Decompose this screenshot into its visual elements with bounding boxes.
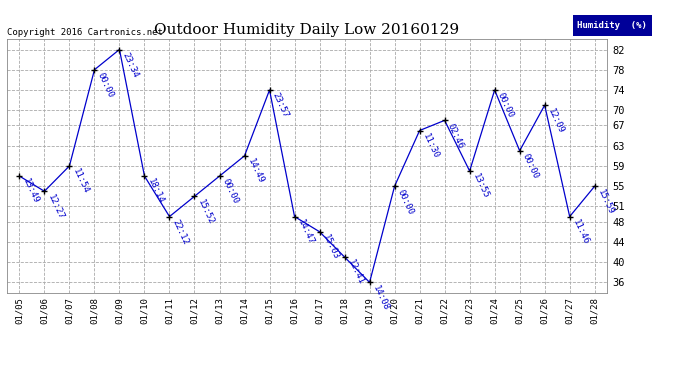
Text: 23:57: 23:57 (271, 92, 290, 120)
Text: 11:30: 11:30 (421, 132, 440, 160)
Text: 15:52: 15:52 (196, 198, 215, 226)
Title: Outdoor Humidity Daily Low 20160129: Outdoor Humidity Daily Low 20160129 (155, 23, 460, 37)
Text: 00:00: 00:00 (221, 177, 240, 206)
Text: Copyright 2016 Cartronics.net: Copyright 2016 Cartronics.net (7, 28, 163, 37)
Text: Humidity  (%): Humidity (%) (578, 21, 647, 30)
Text: 14:47: 14:47 (296, 218, 315, 246)
Text: 13:55: 13:55 (471, 172, 491, 201)
Text: 14:08: 14:08 (371, 284, 391, 312)
Text: 15:59: 15:59 (596, 188, 615, 216)
Text: 15:03: 15:03 (321, 233, 340, 261)
Text: 11:54: 11:54 (71, 167, 90, 195)
Text: 22:12: 22:12 (171, 218, 190, 246)
Text: 12:09: 12:09 (546, 106, 566, 135)
Text: 02:46: 02:46 (446, 122, 466, 150)
Text: 12:27: 12:27 (46, 193, 66, 221)
Text: 00:00: 00:00 (521, 152, 540, 180)
Text: 23:34: 23:34 (121, 51, 140, 79)
Text: 13:49: 13:49 (21, 177, 40, 206)
Text: 11:46: 11:46 (571, 218, 591, 246)
Text: 00:00: 00:00 (96, 71, 115, 99)
Text: 18:14: 18:14 (146, 177, 166, 206)
Text: 12:41: 12:41 (346, 258, 366, 286)
Text: 14:49: 14:49 (246, 157, 266, 185)
Text: 00:00: 00:00 (396, 188, 415, 216)
Text: 00:00: 00:00 (496, 92, 515, 120)
